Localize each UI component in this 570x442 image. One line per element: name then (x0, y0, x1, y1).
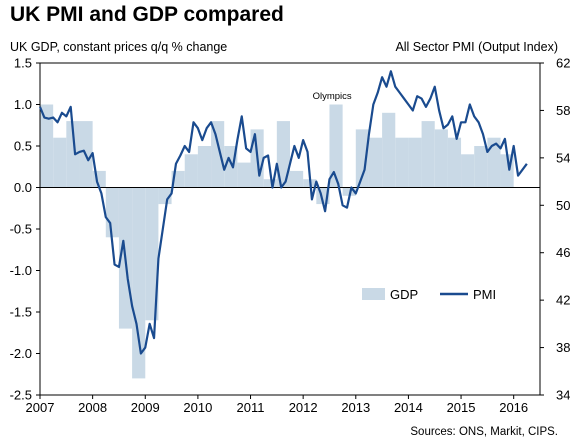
x-tick-label: 2013 (341, 400, 370, 415)
gdp-bar (211, 121, 225, 188)
left-axis-label: UK GDP, constant prices q/q % change (10, 40, 228, 54)
right-tick-label: 38 (556, 340, 570, 355)
right-tick-label: 50 (556, 198, 570, 213)
right-axis-label: All Sector PMI (Output Index) (395, 40, 558, 54)
left-tick-label: 1.5 (14, 56, 32, 71)
gdp-bar (382, 112, 396, 188)
gdp-bar (421, 121, 435, 188)
legend-gdp-label: GDP (390, 287, 418, 302)
x-tick-label: 2010 (183, 400, 212, 415)
left-tick-label: -1.0 (10, 263, 32, 278)
x-tick-label: 2007 (26, 400, 55, 415)
left-tick-label: 0.5 (14, 139, 32, 154)
right-tick-label: 34 (556, 388, 570, 403)
right-tick-label: 46 (556, 245, 570, 260)
left-tick-label: -0.5 (10, 222, 32, 237)
x-tick-label: 2014 (394, 400, 423, 415)
right-tick-label: 54 (556, 150, 570, 165)
left-tick-label: 1.0 (14, 97, 32, 112)
gdp-bar (237, 162, 251, 188)
gdp-bar (342, 187, 356, 196)
gdp-bar (290, 170, 304, 188)
right-tick-label: 42 (556, 293, 570, 308)
chart-title: UK PMI and GDP compared (10, 3, 284, 26)
right-tick-label: 62 (556, 56, 570, 71)
left-tick-label: 0.0 (14, 180, 32, 195)
gdp-bar (368, 137, 383, 188)
left-tick-label: -1.5 (10, 305, 32, 320)
legend-gdp-swatch (362, 288, 385, 300)
legend-pmi-label: PMI (473, 287, 496, 302)
x-tick-label: 2015 (447, 400, 476, 415)
gdp-bar (434, 129, 448, 188)
left-tick-label: -2.0 (10, 346, 32, 361)
gdp-bar (197, 146, 212, 188)
olympics-annotation: Olympics (313, 91, 352, 102)
gdp-bar (263, 179, 277, 188)
gdp-bar (158, 187, 172, 205)
gdp-bar (105, 187, 119, 238)
gdp-bar (487, 137, 501, 188)
gdp-bar (329, 104, 343, 188)
gdp-bar (184, 154, 198, 188)
gdp-bar (132, 187, 146, 379)
gdp-bar (355, 129, 369, 188)
gdp-bar (40, 104, 54, 188)
x-tick-label: 2009 (131, 400, 160, 415)
x-tick-label: 2012 (289, 400, 318, 415)
pmi-line (38, 70, 528, 355)
gdp-bar (447, 137, 462, 188)
x-tick-label: 2011 (237, 400, 265, 415)
gdp-bar (395, 137, 409, 188)
gdp-bar (461, 154, 475, 188)
right-tick-label: 58 (556, 103, 570, 118)
x-tick-label: 2016 (499, 400, 528, 415)
gdp-bar (474, 146, 488, 188)
gdp-bar (53, 137, 67, 188)
source-note: Sources: ONS, Markit, CIPS. (410, 426, 558, 438)
gdp-bar (66, 121, 80, 188)
gdp-bar (408, 137, 422, 188)
left-tick-label: -2.5 (10, 388, 32, 403)
x-tick-label: 2008 (78, 400, 107, 415)
gdp-bar (145, 187, 159, 321)
gdp-bar (276, 121, 290, 188)
